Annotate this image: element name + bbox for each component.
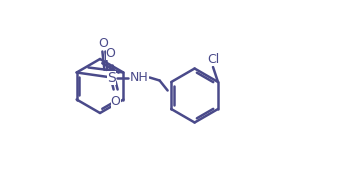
- Text: O: O: [106, 47, 115, 60]
- Text: Cl: Cl: [207, 52, 219, 66]
- Text: NH: NH: [130, 71, 149, 84]
- Text: O: O: [98, 37, 108, 50]
- Text: O: O: [111, 95, 121, 108]
- Text: S: S: [107, 71, 116, 84]
